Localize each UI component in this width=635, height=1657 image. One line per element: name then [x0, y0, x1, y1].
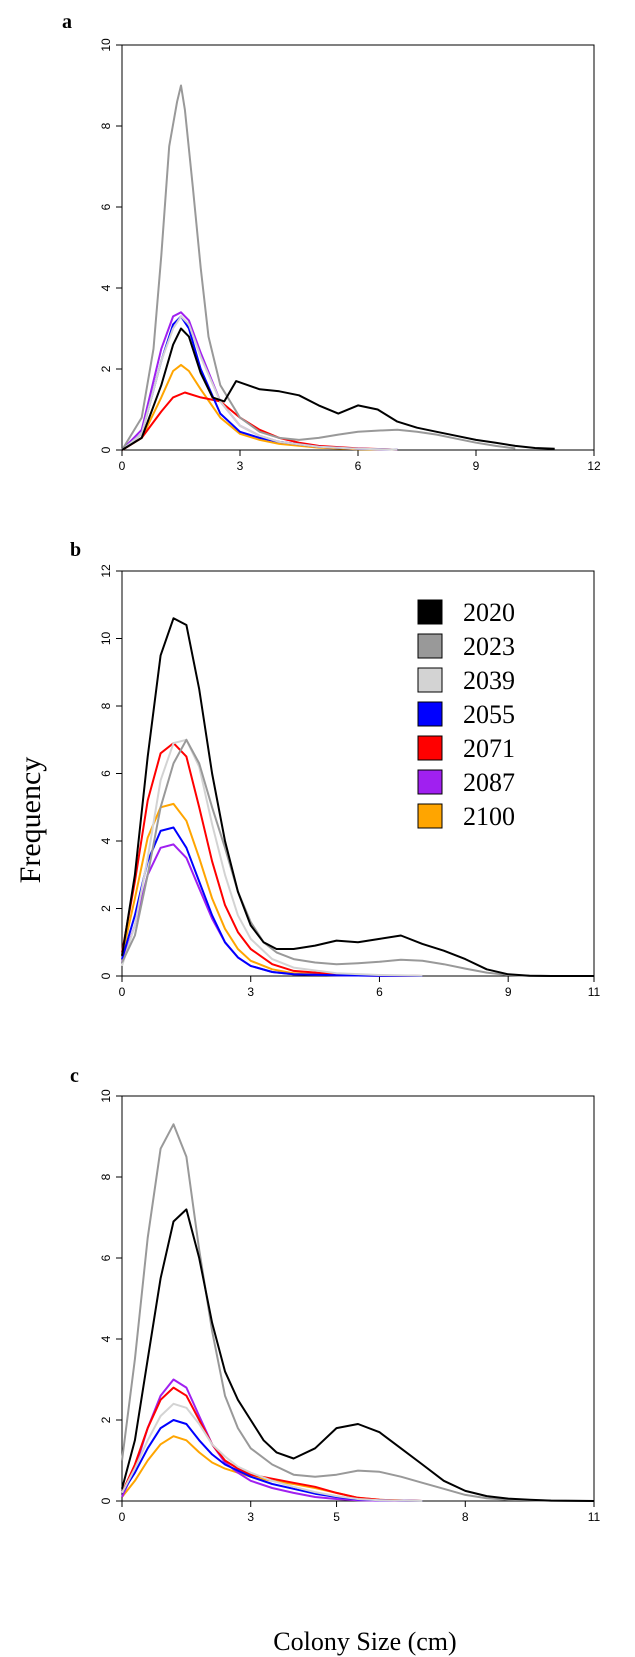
x-tick-label: 11: [588, 985, 601, 999]
legend-swatch-2055: [417, 701, 443, 727]
legend-swatch-2100: [417, 803, 443, 829]
legend-swatch-2039: [417, 667, 443, 693]
x-tick-label: 3: [237, 459, 244, 473]
series-line-2023: [121, 1123, 595, 1502]
series-line-2020: [121, 327, 555, 451]
y-tick-label: 0: [99, 1497, 113, 1504]
y-tick-label: 8: [99, 122, 113, 129]
x-tick-label: 5: [333, 1510, 340, 1524]
x-tick-label: 6: [355, 459, 362, 473]
y-tick-label: 6: [99, 770, 113, 777]
y-tick-label: 8: [99, 1173, 113, 1180]
legend-label-2100: 2100: [463, 802, 515, 831]
legend-swatch-2020: [417, 599, 443, 625]
legend-label-2020: 2020: [463, 598, 515, 627]
series-line-2023: [121, 84, 516, 451]
x-tick-label: 3: [247, 1510, 254, 1524]
y-tick-label: 2: [99, 365, 113, 372]
y-tick-label: 0: [99, 972, 113, 979]
y-tick-label: 12: [99, 564, 113, 578]
x-tick-label: 11: [588, 1510, 601, 1524]
series-line-2071: [121, 1386, 423, 1502]
legend-swatch-2071: [417, 735, 443, 761]
y-tick-label: 6: [99, 203, 113, 210]
y-tick-label: 4: [99, 284, 113, 291]
y-tick-label: 4: [99, 837, 113, 844]
x-tick-label: 12: [587, 459, 601, 473]
x-tick-label: 0: [119, 459, 126, 473]
series-line-2020: [121, 1208, 595, 1502]
legend-swatch-2087: [417, 769, 443, 795]
x-tick-label: 0: [119, 985, 126, 999]
series-line-2023: [121, 738, 594, 977]
y-tick-label: 6: [99, 1254, 113, 1261]
series-line-2100: [121, 1435, 423, 1502]
y-tick-label: 10: [99, 632, 113, 646]
y-axis-title: Frequency: [14, 757, 47, 884]
panel-letter: c: [70, 1065, 79, 1087]
legend-label-2055: 2055: [463, 700, 515, 729]
series-line-2087: [121, 843, 423, 977]
legend-label-2071: 2071: [463, 734, 515, 763]
y-tick-label: 10: [99, 38, 113, 52]
legend-label-2039: 2039: [463, 666, 515, 695]
y-tick-label: 10: [99, 1089, 113, 1103]
x-tick-label: 8: [462, 1510, 469, 1524]
x-axis-title: Colony Size (cm): [273, 1627, 456, 1656]
x-tick-label: 3: [247, 985, 254, 999]
y-tick-label: 4: [99, 1335, 113, 1342]
y-tick-label: 8: [99, 702, 113, 709]
panel-b: b 0 3 6 9 11 0 2 4 6 8 10 12 2020 2023 2039 2055 2071 2087…: [70, 539, 601, 999]
series-line-2020: [121, 617, 594, 977]
series-line-2039: [121, 315, 398, 451]
series-line-2071: [121, 742, 423, 977]
plot-frame: [121, 1095, 595, 1502]
series-line-2055: [121, 826, 423, 977]
x-tick-label: 9: [473, 459, 480, 473]
y-tick-label: 0: [99, 446, 113, 453]
legend-label-2087: 2087: [463, 768, 515, 797]
panel-a: a 0 3 6 9 12 0 2 4 6 8 10: [62, 11, 601, 473]
legend-label-2023: 2023: [463, 632, 515, 661]
panel-letter: a: [62, 11, 72, 33]
panel-c: c 0 3 5 8 11 0 2 4 6 8 10: [70, 1065, 601, 1524]
x-tick-label: 6: [376, 985, 383, 999]
x-tick-label: 0: [119, 1510, 126, 1524]
y-tick-label: 2: [99, 1416, 113, 1423]
series-line-2039: [121, 1402, 423, 1502]
x-tick-label: 9: [505, 985, 512, 999]
series-line-2071: [121, 391, 398, 451]
y-tick-label: 2: [99, 905, 113, 912]
legend-swatch-2023: [417, 633, 443, 659]
plot-frame: [121, 44, 595, 451]
panel-letter: b: [70, 539, 81, 561]
series-line-2039: [121, 738, 423, 977]
plot-frame: [121, 570, 595, 977]
